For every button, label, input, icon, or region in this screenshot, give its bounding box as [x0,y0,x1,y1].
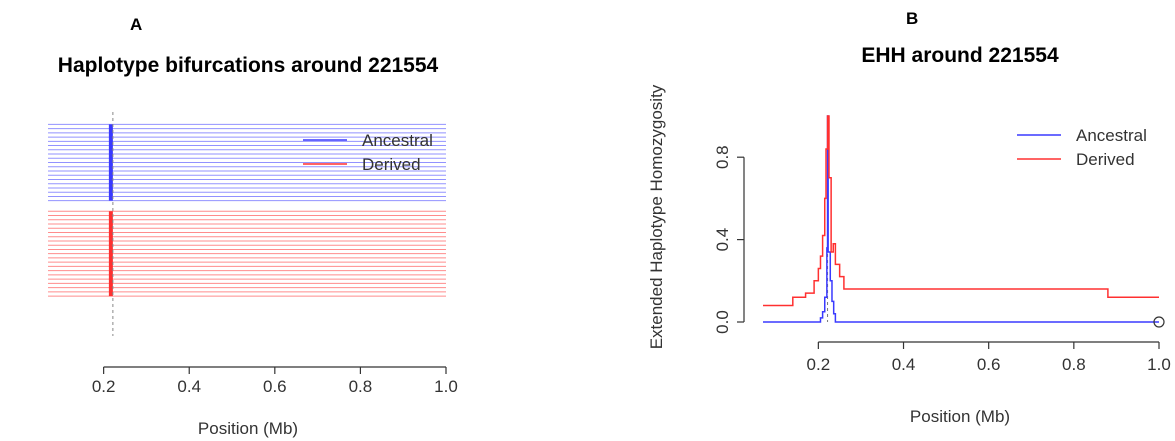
panel-b-y-tick-label: 0.0 [713,310,732,334]
panel-a-x-tick-label: 1.0 [434,377,458,396]
panel-b-letter: B [906,9,918,28]
panel-b-x-tick-label: 0.2 [807,355,831,374]
panel-a-title: Haplotype bifurcations around 221554 [58,54,439,77]
panel-b: B EHH around 221554 0.2 0.4 0.6 0.8 1.00.00.… [647,9,1171,426]
panel-a-haplotype-lines [48,112,446,336]
panel-a-x-tick-label: 0.8 [349,377,373,396]
panel-a-x-axis: 0.2 0.4 0.6 0.8 1.0 [92,366,458,396]
panel-b-x-label: Position (Mb) [910,407,1010,426]
legend-label-derived: Derived [362,155,421,174]
panel-b-title: EHH around 221554 [861,44,1059,67]
ancestral-ehh-line [763,115,1159,323]
legend-label-derived: Derived [1076,150,1135,169]
panel-b-x-tick-label: 1.0 [1147,355,1171,374]
panel-a-x-label: Position (Mb) [198,419,298,438]
panel-b-x-tick-label: 0.8 [1062,355,1086,374]
panel-a-x-tick-label: 0.4 [177,377,201,396]
panel-b-axes: 0.2 0.4 0.6 0.8 1.0 0.0 0.4 0.8 [713,145,1171,374]
panel-a-x-tick-label: 0.6 [263,377,287,396]
panel-b-legend: Ancestral Derived [1017,126,1147,169]
derived-ehh-line [763,115,1159,307]
panel-b-y-label: Extended Haplotype Homozygosity [647,84,666,349]
panel-b-x-tick-label: 0.4 [892,355,916,374]
panel-a-x-tick-label: 0.2 [92,377,116,396]
panel-a-letter: A [130,15,142,34]
panel-b-y-tick-label: 0.4 [713,228,732,252]
panel-b-y-tick-label: 0.8 [713,145,732,169]
panel-a-legend: Ancestral Derived [303,131,433,174]
ehh-endpoint-marker [1153,316,1165,328]
legend-label-ancestral: Ancestral [1076,126,1147,145]
panel-a: A Haplotype bifurcations around 221554 0… [48,15,458,438]
panel-b-plot [763,115,1165,328]
legend-label-ancestral: Ancestral [362,131,433,150]
panel-b-x-tick-label: 0.6 [977,355,1001,374]
